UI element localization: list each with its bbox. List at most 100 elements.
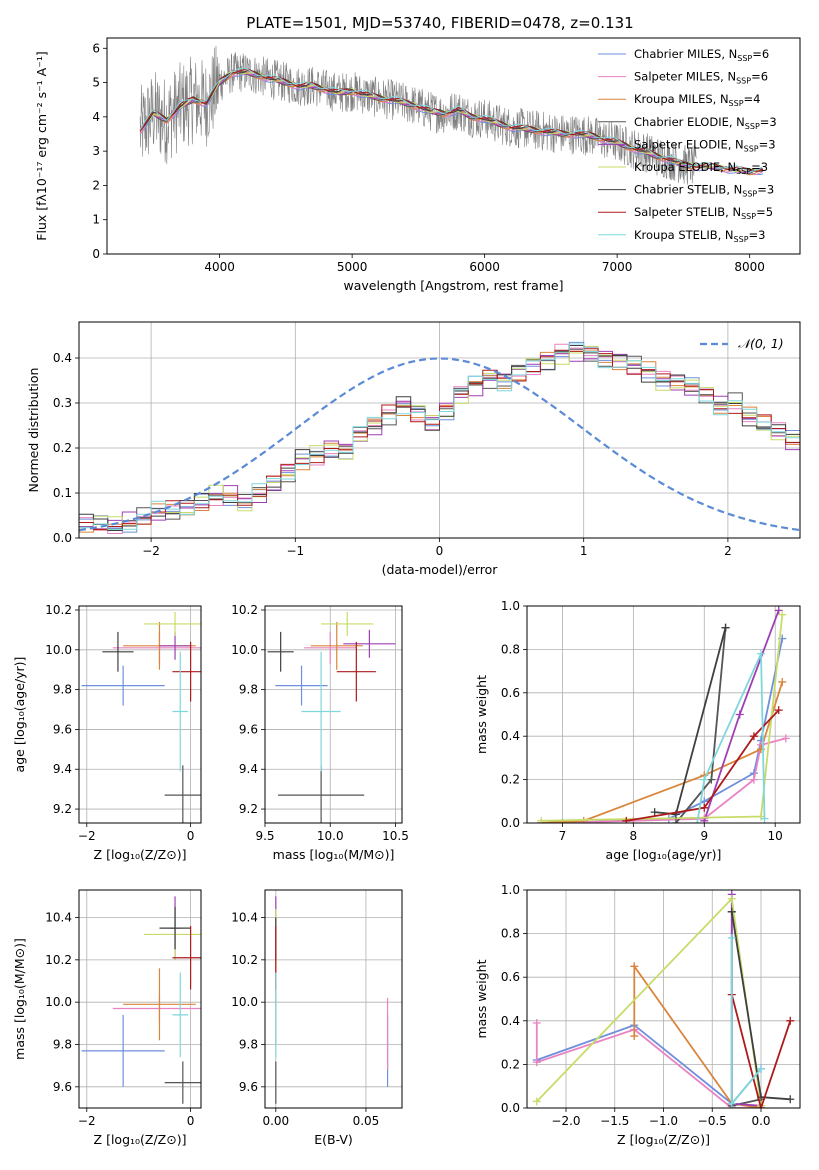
panel-age-vs-Z: −2 0 9.2 9.4 9.6 9.8 10.0 10.2 Z [log₁₀(Z/Z⊙)] ag…: [12, 603, 202, 862]
panel-spectrum: 4000 5000 6000 7000 8000 0 1 2 3 4 5 6 wavelength [A…: [34, 37, 801, 293]
hist-salpeter-miles: [79, 343, 800, 534]
y-tick-label: 6: [92, 41, 100, 55]
x-tick-label: 7000: [602, 260, 633, 274]
series-line: [730, 994, 792, 1108]
x-tick-label: −1: [286, 544, 304, 558]
panel-residuals: −2 −1 0 1 2 0.0 0.1 0.2 0.3 0.4 (data-model)/error…: [26, 321, 801, 577]
series-line: [541, 681, 784, 823]
figure-title: PLATE=1501, MJD=53740, FIBERID=0478, z=0…: [246, 14, 633, 32]
y-tick-label: 0.0: [53, 531, 72, 545]
y-tick-label: 0.0: [501, 816, 520, 830]
data-point: [778, 610, 787, 619]
series-line: [541, 737, 787, 823]
x-tick-label: 7: [559, 829, 567, 843]
data-point: [532, 1058, 541, 1067]
x-tick-label: −2: [142, 544, 160, 558]
point-chabrier-elodie: [278, 765, 365, 823]
series-chabrier-stelib: [727, 907, 795, 1104]
legend: Chabrier MILES, NSSP=6 Salpeter MILES, NS…: [598, 47, 777, 244]
series-salpeter-miles: [532, 1018, 765, 1108]
data-point: [630, 1032, 639, 1041]
y-axis-label: mass weight: [474, 675, 489, 754]
x-tick-label: 4000: [204, 260, 235, 274]
plot-area: [537, 606, 790, 823]
y-axis-label: Normed distribution: [26, 368, 41, 493]
series-chabrier-stelib: [650, 623, 730, 819]
y-tick-label: 10.0: [231, 643, 258, 657]
x-tick-label: 10.5: [382, 829, 409, 843]
series-kroupa-miles: [537, 677, 787, 823]
point-chabrier-stelib: [102, 631, 134, 672]
axes-frame: [526, 605, 801, 824]
point-kroupa-miles: [310, 621, 363, 670]
data-point: [749, 775, 758, 784]
point-kroupa-stelib: [301, 651, 341, 772]
y-tick-label: 0.8: [501, 642, 520, 656]
x-axis-label: Z [log₁₀(Z/Z⊙)]: [617, 1132, 710, 1147]
data-point: [774, 706, 783, 715]
series-chabrier-miles: [537, 634, 787, 823]
data-point: [774, 606, 783, 615]
point-kroupa-stelib: [172, 972, 189, 1058]
plot-area: [139, 45, 764, 185]
point-chabrier-elodie: [164, 1061, 201, 1104]
y-axis-label: mass weight: [474, 959, 489, 1038]
point-chabrier-stelib: [159, 906, 191, 950]
axes-frame: [264, 605, 403, 824]
data-point: [671, 819, 680, 823]
data-point: [760, 814, 769, 823]
y-tick-label: 0.8: [501, 927, 520, 941]
model-salpeter-stelib: [139, 68, 764, 172]
data-point: [650, 808, 659, 817]
y-tick-label: 10.2: [45, 953, 72, 967]
legend-label-salpeter-elodie: Salpeter ELODIE, NSSP=3: [634, 137, 776, 153]
data-point: [630, 962, 639, 971]
axes-frame: [264, 889, 403, 1109]
point-salpeter-miles: [304, 631, 357, 664]
y-tick-label: 5: [92, 76, 100, 90]
x-tick-label: 6000: [469, 260, 500, 274]
legend-label-kroupa-miles: Kroupa MILES, NSSP=4: [634, 92, 760, 108]
y-tick-label: 1.0: [501, 599, 520, 613]
y-tick-label: 0.0: [501, 1101, 520, 1115]
panel-weight-vs-Z: −2.0 −1.5 −1.0 −0.5 0.0 0.0 0.2 0.4 0.6 0.8 1.0 Z […: [474, 883, 801, 1147]
y-tick-label: 10.2: [45, 603, 72, 617]
legend-label-chabrier-stelib: Chabrier STELIB, NSSP=3: [634, 183, 774, 199]
y-axis-label: mass [log₁₀(M/M⊙)]: [12, 938, 27, 1060]
y-axis-label: age [log₁₀(age/yr)]: [12, 657, 27, 773]
legend-label-kroupa-stelib: Kroupa STELIB, NSSP=3: [634, 228, 765, 244]
legend-label-gaussian: 𝒩(0, 1): [738, 336, 784, 351]
plot-area: [267, 611, 396, 823]
y-tick-label: 10.0: [231, 995, 258, 1009]
series-line: [541, 638, 784, 823]
data-point: [622, 816, 631, 823]
x-tick-label: 9: [700, 829, 708, 843]
gaussian-curve: [79, 357, 800, 532]
y-tick-label: 10.0: [45, 643, 72, 657]
legend-label-chabrier-elodie: Chabrier ELODIE, NSSP=3: [634, 115, 777, 131]
y-tick-label: 9.6: [53, 1080, 72, 1094]
y-tick-label: 0.2: [501, 1057, 520, 1071]
data-point: [727, 894, 736, 903]
x-tick-label: 10.0: [317, 829, 344, 843]
y-tick-label: 9.6: [239, 722, 258, 736]
point-chabrier-elodie: [164, 765, 201, 823]
data-point: [735, 710, 744, 719]
data-point: [786, 1095, 795, 1104]
data-point: [757, 1064, 765, 1073]
y-tick-label: 9.8: [239, 1038, 258, 1052]
series-salpeter-elodie: [700, 606, 783, 823]
point-chabrier-miles: [81, 665, 165, 706]
data-point: [757, 649, 765, 658]
axes-frame: [106, 37, 801, 255]
y-axis-label: Flux [fλ10⁻¹⁷ erg cm⁻² s⁻¹ A⁻¹]: [34, 51, 49, 240]
data-point: [727, 907, 736, 916]
point-salpeter-elodie: [159, 631, 191, 660]
data-point: [532, 1018, 541, 1027]
y-tick-label: 9.2: [239, 802, 258, 816]
x-axis-label: (data-model)/error: [382, 562, 499, 577]
x-tick-label: 5000: [337, 260, 368, 274]
legend-label-salpeter-stelib: Salpeter STELIB, NSSP=5: [634, 205, 773, 221]
model-chabrier-stelib: [139, 70, 763, 172]
panel-mass-vs-Z: −2 0 9.6 9.8 10.0 10.2 10.4 Z [log₁₀(Z/Z⊙)] mass…: [12, 889, 202, 1147]
